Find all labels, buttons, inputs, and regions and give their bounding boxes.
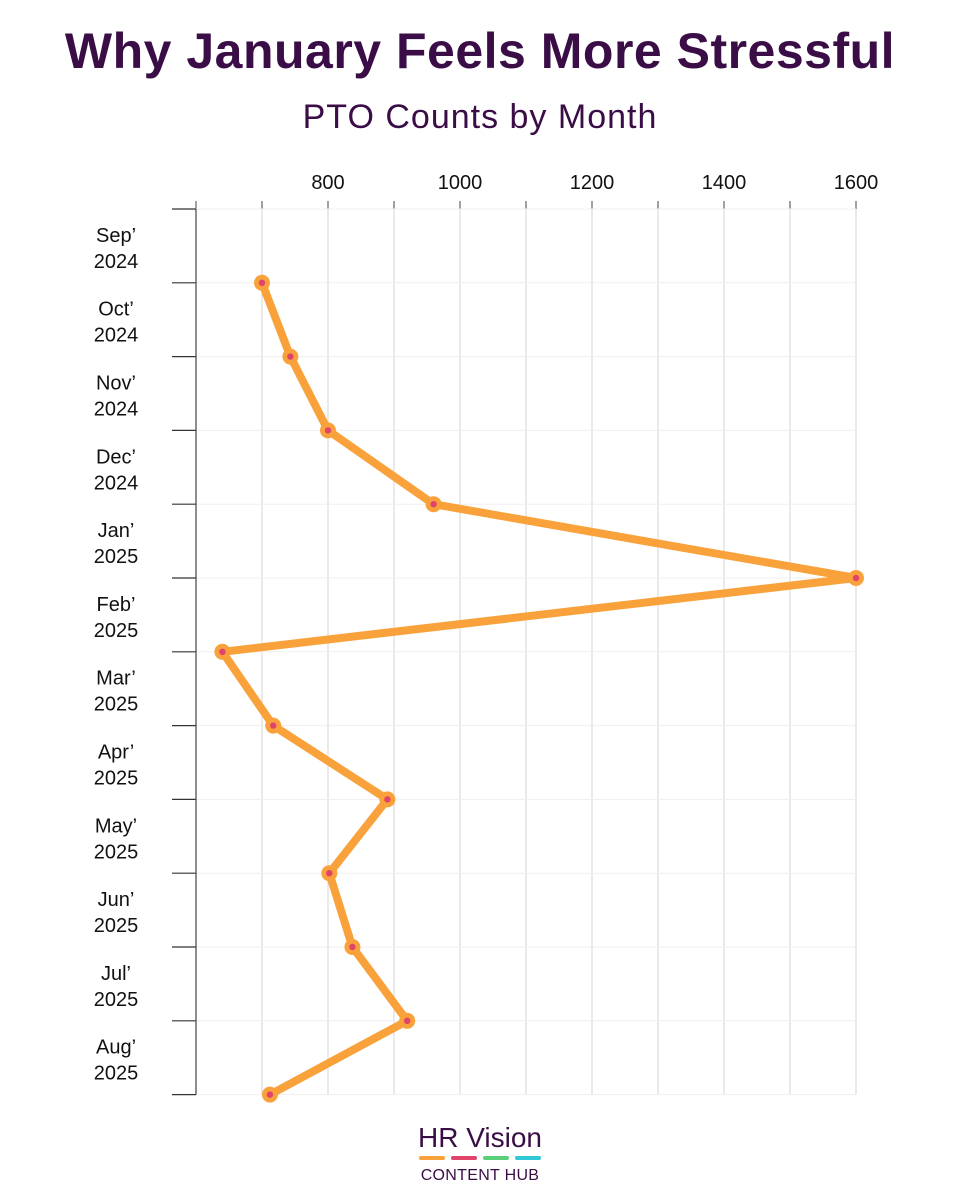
y-tick-label-month: Jan’ [98,520,135,542]
chart-subtitle: PTO Counts by Month [302,98,658,136]
pto-line-chart: 800 1000 1200 1400 1600 Sep’ 2024 Oct’ 2024 Nov’ 2… [94,172,879,1103]
logo-bar-3 [483,1156,509,1160]
x-tick-label: 1200 [570,172,615,194]
data-point-center [219,648,226,655]
y-tick-label-month: May’ [95,815,137,837]
logo-bar-2 [451,1156,477,1160]
y-tick-label-month: Nov’ [96,373,136,395]
data-point-center [404,1017,411,1024]
data-point-center [430,501,437,508]
x-tick-label: 1400 [702,172,747,194]
y-tick-label-year: 2024 [94,251,139,273]
data-point-center [349,943,356,951]
y-tick-label-month: Mar’ [96,668,136,690]
y-tick-label-month: Aug’ [96,1037,136,1059]
data-point-center [852,574,860,582]
y-tick-label-month: Dec’ [96,446,136,468]
data-point-center [326,870,333,877]
y-tick-label-year: 2024 [94,472,139,494]
data-point-center [384,796,391,803]
y-tick-label-year: 2024 [94,399,139,421]
data-point-center [266,1091,274,1098]
logo-bar-1 [419,1156,445,1160]
y-tick-label-year: 2025 [94,1063,139,1085]
logo-name: HR Vision [418,1122,542,1153]
y-tick-label-year: 2025 [94,694,139,716]
logo-bar-4 [515,1156,541,1160]
brand-logo: HR Vision CONTENT HUB [380,1122,580,1185]
x-tick-label: 1000 [438,172,483,194]
y-tick-label-year: 2024 [94,325,139,347]
logo-color-bars [380,1156,580,1160]
data-point-center [258,279,266,286]
y-tick-label-month: Jul’ [101,963,131,985]
y-tick-label-month: Apr’ [98,742,134,764]
x-tick-label: 800 [311,172,344,194]
chart-title: Why January Feels More Stressful [64,23,896,79]
y-tick-label-month: Jun’ [98,889,135,911]
y-tick-label-year: 2025 [94,915,139,937]
y-tick-label-month: Feb’ [97,594,136,616]
y-tick-label-month: Sep’ [96,225,136,247]
data-point-center [287,353,294,360]
y-tick-label-year: 2025 [94,620,139,642]
logo-subtitle: CONTENT HUB [420,1167,540,1184]
y-tick-label-month: Oct’ [98,299,134,321]
y-tick-label-year: 2025 [94,546,139,568]
data-point-center [270,722,277,729]
data-point-center [324,427,332,434]
x-tick-label: 1600 [834,172,879,194]
y-tick-label-year: 2025 [94,841,139,863]
series-line-pto [218,278,860,1099]
y-tick-label-year: 2025 [94,768,139,790]
y-tick-label-year: 2025 [94,989,139,1011]
